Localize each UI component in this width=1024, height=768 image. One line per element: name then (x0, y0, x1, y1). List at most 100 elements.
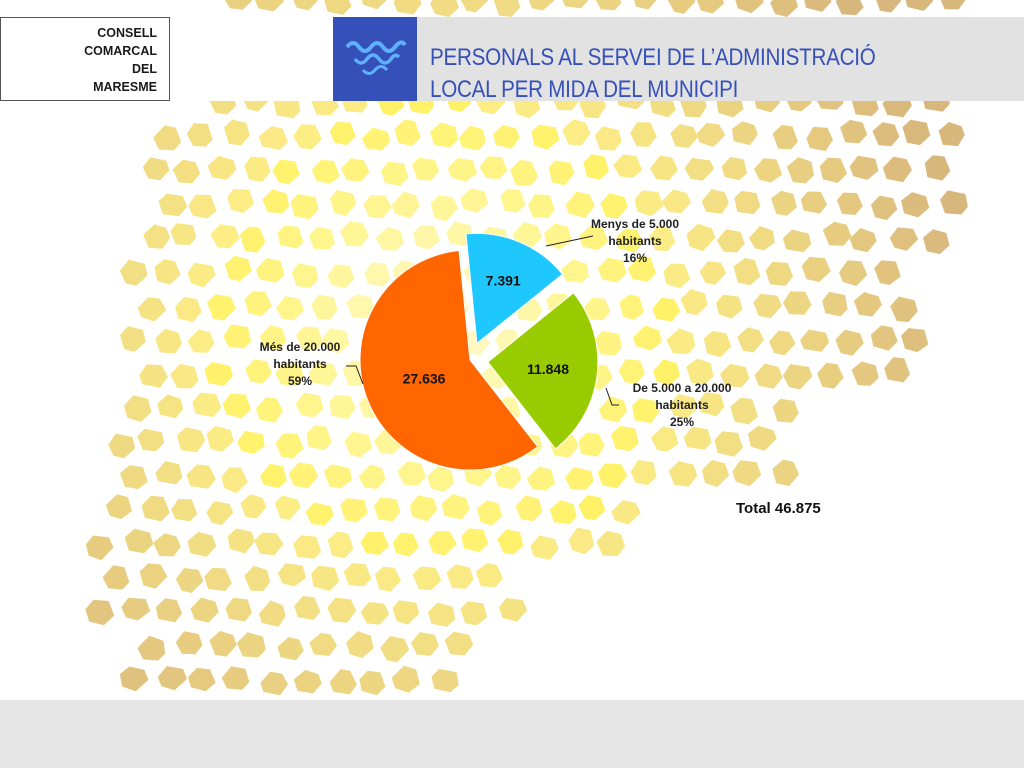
category-unit: habitants (655, 398, 709, 412)
mosaic-tile (288, 462, 319, 489)
mosaic-tile (221, 666, 250, 690)
mosaic-tile (85, 599, 115, 626)
mosaic-tile (714, 431, 743, 457)
mosaic-tile (409, 495, 438, 522)
mosaic-tile (594, 126, 622, 151)
mosaic-tile (597, 257, 627, 283)
mosaic-tile (360, 601, 390, 625)
mosaic-tile (619, 294, 644, 320)
mosaic-tile (596, 530, 626, 557)
mosaic-tile (236, 632, 266, 658)
mosaic-tile (346, 294, 375, 319)
mosaic-tile (327, 597, 357, 623)
mosaic-tile (223, 324, 252, 349)
mosaic-tile (188, 667, 216, 692)
mosaic-tile (206, 425, 234, 452)
mosaic-tile (889, 227, 919, 251)
mosaic-tile (123, 395, 152, 422)
mosaic-tile (786, 157, 814, 184)
mosaic-tile (753, 293, 782, 319)
mosaic-tile (293, 535, 322, 559)
mosaic-tile (139, 364, 168, 388)
mosaic-tile (905, 0, 934, 11)
mosaic-tile (653, 359, 680, 386)
mosaic-tile (458, 125, 486, 151)
mosaic-tile (901, 328, 929, 353)
mosaic-tile (446, 564, 474, 589)
mosaic-tile (272, 159, 300, 185)
organization-name: CONSELL COMARCAL DEL MARESME (84, 24, 157, 96)
mosaic-tile (427, 602, 456, 627)
mosaic-tile (311, 159, 340, 184)
mosaic-tile (494, 465, 522, 490)
mosaic-tile (155, 328, 182, 354)
category-name: De 5.000 a 20.000 (632, 381, 732, 395)
mosaic-tile (772, 459, 800, 487)
mosaic-tile (358, 464, 386, 489)
slice-large (359, 250, 539, 471)
mosaic-tile (190, 597, 219, 623)
category-label-small: Menys de 5.000 habitants 16% (570, 216, 700, 267)
mosaic-tile (428, 531, 457, 556)
mosaic-tile (477, 500, 503, 526)
category-name: Menys de 5.000 (590, 217, 680, 231)
mosaic-tile (224, 255, 252, 282)
mosaic-tile (322, 328, 350, 354)
mosaic-tile (239, 226, 266, 253)
mosaic-tile (515, 495, 543, 522)
mosaic-tile (579, 225, 609, 251)
mosaic-tile (772, 398, 799, 423)
mosaic-tile (754, 363, 783, 389)
mosaic-tile (327, 531, 354, 559)
mosaic-tile (430, 0, 459, 17)
mosaic-tile (157, 666, 187, 691)
mosaic-tile (360, 531, 389, 555)
mosaic-tile (479, 156, 508, 179)
mosaic-tile (663, 263, 691, 289)
mosaic-tile (666, 328, 696, 354)
mosaic-tile (192, 392, 222, 418)
mosaic-tile (172, 159, 201, 184)
mosaic-tile (782, 291, 812, 315)
mosaic-tile (392, 191, 420, 219)
mosaic-tile (327, 264, 355, 289)
mosaic-tile (562, 0, 588, 9)
organization-line: COMARCAL (84, 44, 157, 58)
mosaic-tile (157, 394, 184, 419)
mosaic-tile (393, 0, 422, 15)
mosaic-tile (209, 630, 237, 657)
mosaic-tile (649, 226, 676, 252)
mosaic-tile (170, 223, 197, 246)
mosaic-tile (444, 631, 474, 656)
mosaic-tile (227, 188, 254, 214)
category-unit: habitants (273, 357, 327, 371)
mosaic-tile (461, 528, 489, 553)
mosaic-tile (562, 119, 591, 146)
logo (333, 17, 417, 101)
mosaic-tile (222, 393, 252, 419)
mosaic-tile (549, 500, 577, 525)
mosaic-tile (822, 221, 852, 246)
mosaic-tile (308, 361, 338, 386)
mosaic-tile (227, 528, 256, 554)
mosaic-tile (633, 0, 657, 10)
mosaic-tile (137, 297, 167, 322)
mosaic-tile (346, 631, 374, 659)
slice-small (465, 232, 564, 345)
mosaic-tile (245, 359, 272, 384)
mosaic-tile (493, 125, 520, 149)
mosaic-tile (565, 191, 595, 218)
mosaic-tile (528, 0, 555, 11)
mosaic-tile (207, 155, 237, 180)
mosaic-tile (460, 188, 489, 213)
mosaic-tile (526, 466, 555, 491)
mosaic-tile (884, 357, 910, 383)
mosaic-tile (207, 294, 236, 321)
mosaic-tile (600, 193, 628, 219)
mosaic-tile (324, 0, 352, 15)
mosaic-tile (721, 156, 748, 181)
mosaic-tile (683, 426, 712, 450)
mosaic-tile (153, 125, 182, 151)
mosaic-tile (175, 568, 204, 593)
mosaic-tile (840, 119, 868, 144)
